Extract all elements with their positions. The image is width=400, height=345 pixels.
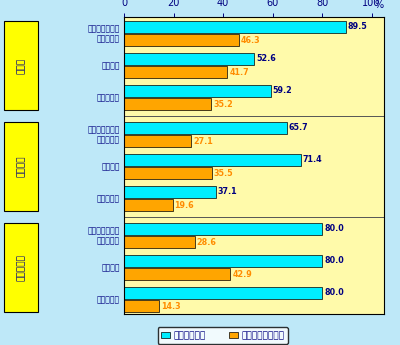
- Text: 28.6: 28.6: [197, 238, 217, 247]
- Bar: [124, 34, 239, 46]
- Text: 仕事にともなう
責任の重さ: 仕事にともなう 責任の重さ: [88, 125, 120, 144]
- Bar: [124, 21, 346, 33]
- Bar: [124, 287, 322, 299]
- Text: 35.5: 35.5: [214, 169, 234, 178]
- Text: 派遣労働者: 派遣労働者: [16, 254, 26, 281]
- Bar: [124, 167, 212, 179]
- Text: 65.7: 65.7: [289, 124, 308, 132]
- Text: 仕事にともなう
責任の重さ: 仕事にともなう 責任の重さ: [88, 24, 120, 43]
- Text: 89.5: 89.5: [348, 22, 367, 31]
- Text: 仕事にともなう
責任の重さ: 仕事にともなう 責任の重さ: [88, 226, 120, 245]
- Bar: [124, 85, 270, 97]
- Bar: [124, 122, 287, 134]
- Text: 勤続年数: 勤続年数: [102, 61, 120, 70]
- Text: %: %: [375, 0, 384, 10]
- Text: 勤続年数: 勤続年数: [102, 263, 120, 272]
- Bar: [124, 186, 216, 198]
- Text: 37.1: 37.1: [218, 187, 238, 196]
- Text: 残業の頻度: 残業の頻度: [97, 194, 120, 203]
- Text: 42.9: 42.9: [232, 270, 252, 279]
- Bar: [124, 154, 301, 166]
- Text: 80.0: 80.0: [324, 288, 344, 297]
- Bar: [124, 223, 322, 235]
- Legend: 妥当だと思う, 妥当だと思わない: 妥当だと思う, 妥当だと思わない: [158, 327, 288, 344]
- Bar: [124, 199, 172, 211]
- Text: 59.2: 59.2: [272, 86, 292, 95]
- Bar: [124, 135, 191, 147]
- Text: 35.2: 35.2: [213, 100, 233, 109]
- Text: 27.1: 27.1: [193, 137, 213, 146]
- Bar: [124, 53, 254, 65]
- Text: 有期社員: 有期社員: [16, 156, 26, 177]
- Text: 14.3: 14.3: [161, 302, 181, 310]
- Text: 19.6: 19.6: [174, 201, 194, 210]
- Bar: [124, 66, 227, 78]
- Text: 46.3: 46.3: [241, 36, 260, 45]
- Bar: [124, 300, 160, 312]
- Text: 52.6: 52.6: [256, 55, 276, 63]
- Text: パート: パート: [16, 58, 26, 73]
- Text: 71.4: 71.4: [303, 155, 322, 164]
- Text: 残業の頻度: 残業の頻度: [97, 295, 120, 304]
- Bar: [124, 236, 195, 248]
- Bar: [124, 255, 322, 267]
- Text: 41.7: 41.7: [229, 68, 249, 77]
- Text: 勤続年数: 勤続年数: [102, 162, 120, 171]
- Text: 80.0: 80.0: [324, 224, 344, 234]
- Text: 80.0: 80.0: [324, 256, 344, 265]
- Bar: [124, 268, 230, 280]
- Text: 残業の頻度: 残業の頻度: [97, 93, 120, 102]
- Bar: [124, 98, 211, 110]
